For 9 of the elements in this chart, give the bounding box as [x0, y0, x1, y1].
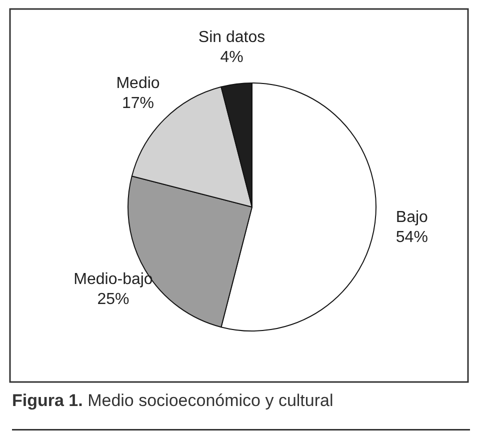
data-label: 54% [396, 229, 428, 246]
data-label: 4% [220, 49, 244, 66]
data-label: 17% [122, 95, 154, 112]
slice-label: Medio-bajo [74, 271, 153, 288]
slice-label: Sin datos [198, 29, 266, 46]
slice-label: Bajo [396, 209, 428, 226]
text: Figura 1. Medio socioeconómico y cultural [12, 391, 334, 410]
slice-label: Medio [116, 75, 160, 92]
data-label: 25% [97, 291, 130, 308]
